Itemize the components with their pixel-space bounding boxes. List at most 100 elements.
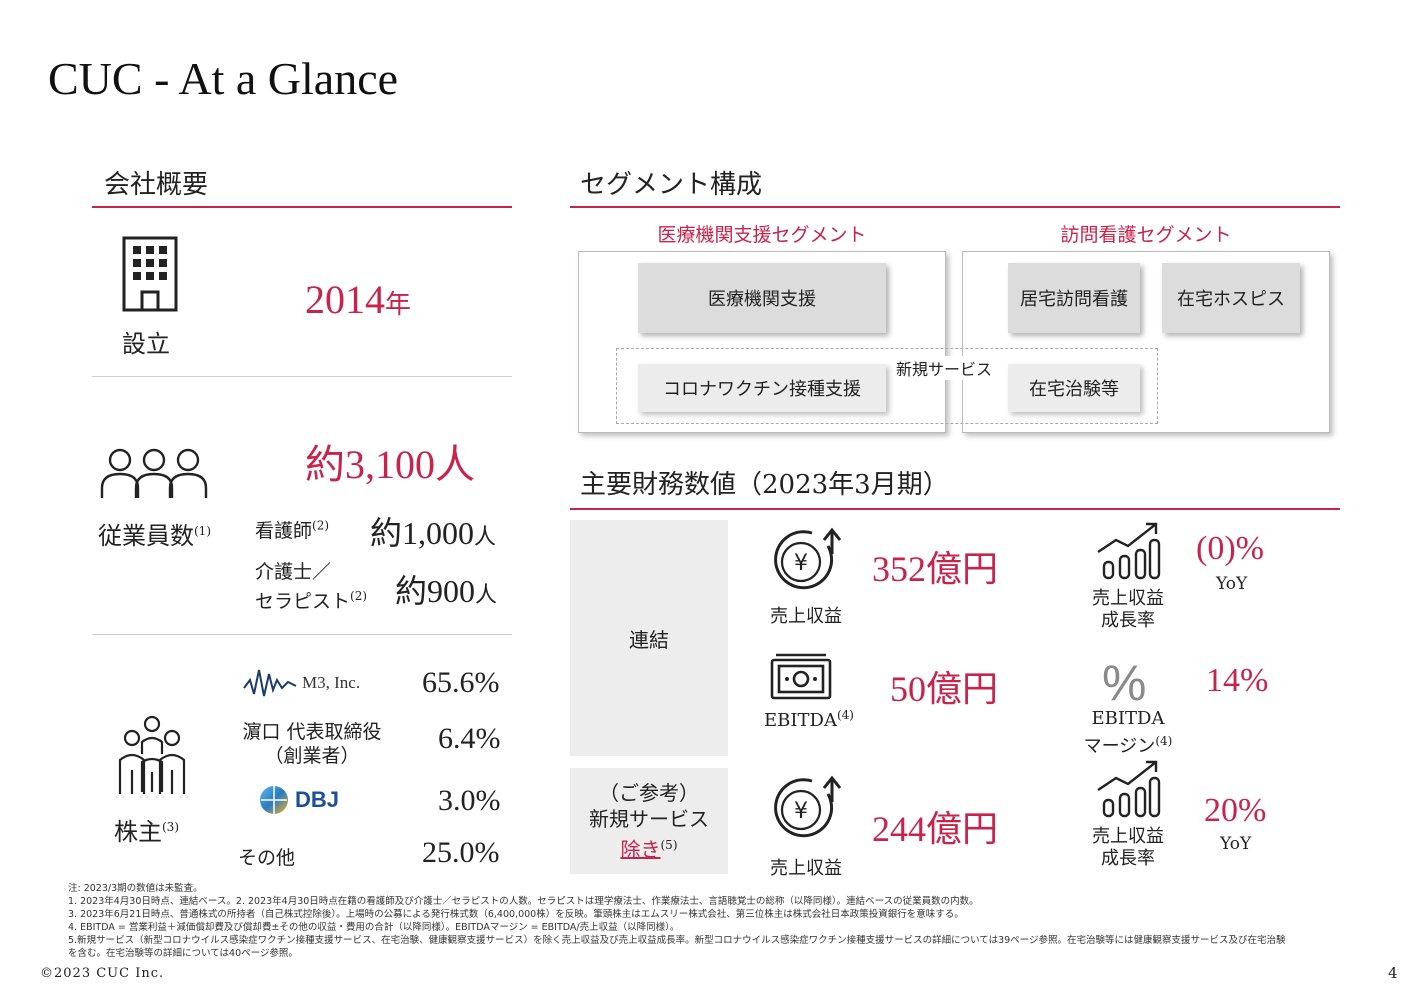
divider bbox=[92, 634, 512, 635]
nurses-unit: 人 bbox=[474, 524, 497, 549]
revenue-label: 売上収益 bbox=[770, 606, 842, 627]
m3-logo: M3, Inc. bbox=[242, 666, 360, 700]
page-number: 4 bbox=[1388, 964, 1398, 982]
footnote: 3. 2023年6月21日時点、普通株式の所持者（自己株式控除後）。上場時の公募… bbox=[68, 909, 964, 920]
caregivers-note: (2) bbox=[350, 589, 368, 603]
ref-revenue-label: 売上収益 bbox=[770, 858, 842, 879]
caregivers-value: 約900 bbox=[395, 573, 476, 609]
shareholders-label: 株主 bbox=[114, 818, 162, 846]
margin-label: EBITDA マージン(4) bbox=[1078, 708, 1178, 758]
shareholders-note: (3) bbox=[162, 820, 179, 834]
people-icon bbox=[98, 444, 210, 504]
m3-name: M3, Inc. bbox=[302, 673, 361, 692]
svg-text:¥: ¥ bbox=[794, 551, 808, 576]
page-title: CUC - At a Glance bbox=[48, 53, 399, 104]
shareholders-icon bbox=[114, 714, 190, 800]
others-share: 25.0% bbox=[422, 836, 500, 869]
banknote-icon bbox=[770, 652, 832, 706]
ref-growth-label-1: 売上収益 bbox=[1092, 826, 1164, 847]
footnote: 4. EBITDA = 営業利益＋減価償却費及び償却費±その他の収益・費用の合計… bbox=[68, 922, 680, 933]
visit-segment-title: 訪問看護セグメント bbox=[1060, 224, 1232, 246]
growth-label: 売上収益 成長率 bbox=[1078, 588, 1178, 632]
corona-support-box: コロナワクチン接種支援 bbox=[638, 364, 886, 412]
nurses-value: 約1,000 bbox=[370, 515, 475, 551]
m3-share: 65.6% bbox=[422, 666, 500, 699]
growth-value: (0)% bbox=[1196, 530, 1264, 567]
home-nursing-box: 居宅訪問看護 bbox=[1008, 263, 1140, 333]
home-trials-box: 在宅治験等 bbox=[1008, 364, 1140, 412]
founded-label: 設立 bbox=[122, 330, 170, 358]
founded-unit: 年 bbox=[385, 290, 412, 319]
dbj-share: 3.0% bbox=[438, 784, 501, 817]
segments-rule bbox=[570, 206, 1340, 208]
dbj-logo: DBJ bbox=[258, 784, 339, 816]
founded-year: 2014年 bbox=[305, 276, 411, 323]
new-service-dashed-box bbox=[616, 348, 1158, 424]
nurses-label: 看護師 bbox=[255, 520, 313, 542]
founder-name-1: 濵口 代表取締役 bbox=[242, 721, 382, 743]
ebitda-label-row: EBITDA(4) bbox=[754, 708, 864, 731]
bar-growth-icon bbox=[1096, 520, 1162, 586]
copyright: ©2023 CUC Inc. bbox=[40, 966, 165, 981]
segments-heading: セグメント構成 bbox=[580, 170, 763, 200]
new-service-label: 新規サービス bbox=[894, 356, 995, 380]
footnote: 5.新規サービス（新型コロナウイルス感染症ワクチン接種支援サービス、在宅治験、健… bbox=[68, 935, 1286, 946]
reference-line-1: （ご参考） bbox=[599, 780, 699, 805]
footnotes: 注: 2023/3期の数値は未監査。 1. 2023年4月30日時点、連結ベース… bbox=[68, 882, 1398, 960]
financials-rule bbox=[570, 508, 1340, 510]
medical-segment-title: 医療機関支援セグメント bbox=[657, 224, 867, 246]
employees-label-row: 従業員数(1) bbox=[98, 516, 211, 551]
company-rule bbox=[92, 206, 512, 208]
ebitda-label: EBITDA bbox=[764, 710, 837, 731]
margin-label-1: EBITDA bbox=[1091, 708, 1165, 729]
founded-value: 2014 bbox=[305, 277, 385, 322]
nurses-value-row: 約1,000人 bbox=[370, 508, 496, 554]
ebitda-value: 50億円 bbox=[890, 669, 999, 709]
founder-share: 6.4% bbox=[438, 722, 501, 755]
revenue-value: 352億円 bbox=[872, 549, 999, 589]
footnote: 1. 2023年4月30日時点、連結ベース。2. 2023年4月30日時点在籍の… bbox=[68, 896, 979, 907]
margin-note: (4) bbox=[1155, 734, 1173, 748]
building-icon bbox=[120, 236, 180, 316]
shareholders-label-row: 株主(3) bbox=[114, 812, 179, 847]
ref-revenue-value: 244億円 bbox=[872, 809, 999, 849]
ref-growth-label: 売上収益 成長率 bbox=[1078, 826, 1178, 870]
caregivers-unit: 人 bbox=[475, 582, 498, 607]
financials-heading: 主要財務数値（2023年3月期） bbox=[580, 470, 949, 500]
reference-line-3: 除き bbox=[620, 837, 661, 862]
employees-value: 約3,100人 bbox=[305, 442, 475, 487]
margin-value: 14% bbox=[1206, 662, 1269, 699]
consolidated-panel: 連結 bbox=[570, 520, 728, 756]
growth-yoy: YoY bbox=[1216, 574, 1248, 594]
percent-icon: % bbox=[1102, 655, 1147, 711]
nurses-note: (2) bbox=[312, 518, 330, 533]
ebitda-note: (4) bbox=[836, 708, 854, 722]
ref-growth-yoy: YoY bbox=[1220, 834, 1252, 854]
caregivers-label-block: 介護士／ セラピスト(2) bbox=[255, 560, 367, 613]
yen-growth-icon: ¥ bbox=[766, 524, 850, 598]
svg-text:¥: ¥ bbox=[794, 799, 808, 824]
margin-label-2: マージン bbox=[1083, 736, 1156, 757]
medical-support-box: 医療機関支援 bbox=[638, 263, 886, 333]
dbj-globe-icon bbox=[260, 786, 288, 814]
reference-note: (5) bbox=[660, 837, 678, 852]
reference-line-2: 新規サービス bbox=[589, 806, 709, 831]
others-name: その他 bbox=[238, 847, 296, 869]
home-hospice-box: 在宅ホスピス bbox=[1162, 263, 1300, 333]
divider bbox=[92, 376, 512, 377]
nurses-label-row: 看護師(2) bbox=[255, 516, 329, 543]
footnote: 注: 2023/3期の数値は未監査。 bbox=[68, 883, 203, 894]
dbj-name: DBJ bbox=[295, 787, 340, 812]
company-heading: 会社概要 bbox=[104, 170, 209, 200]
founder-name-block: 濵口 代表取締役 （創業者） bbox=[236, 720, 388, 768]
growth-label-1: 売上収益 bbox=[1092, 588, 1164, 609]
ref-growth-label-2: 成長率 bbox=[1101, 848, 1155, 869]
caregivers-label-2: セラピスト bbox=[255, 590, 351, 613]
m3-wave-icon bbox=[243, 669, 297, 697]
growth-label-2: 成長率 bbox=[1101, 610, 1155, 631]
ref-growth-value: 20% bbox=[1204, 792, 1267, 829]
yen-growth-icon: ¥ bbox=[766, 772, 850, 846]
reference-panel: （ご参考） 新規サービス 除き(5) bbox=[570, 768, 728, 874]
footnote: を含む。在宅治験等の詳細については40ページ参照。 bbox=[68, 948, 298, 959]
caregivers-label-1: 介護士／ bbox=[255, 561, 332, 583]
